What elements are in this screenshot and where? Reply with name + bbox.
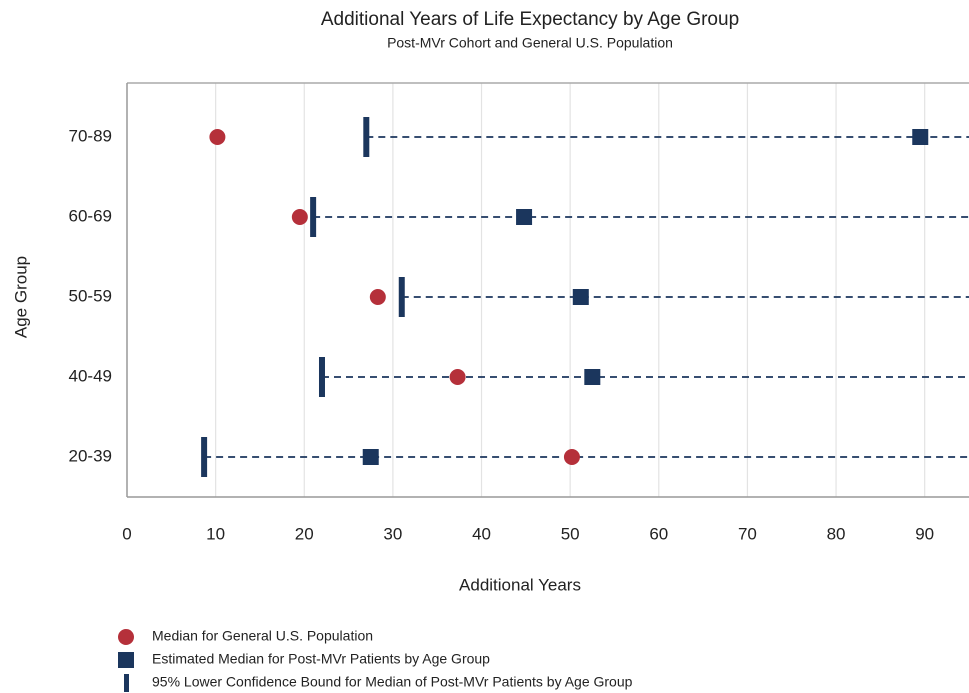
y-tick-label: 70-89 [69,126,112,145]
marker-circle [291,209,308,225]
marker-bar [201,437,208,477]
marker-square [362,449,379,465]
x-tick-label: 80 [827,524,846,543]
x-tick-label: 30 [383,524,402,543]
legend-marker [118,652,134,668]
x-tick-label: 90 [915,524,934,543]
legend-label: Estimated Median for Post-MVr Patients b… [152,651,490,667]
marker-circle [369,289,386,305]
marker-bar [310,197,317,237]
y-tick-label: 40-49 [69,366,112,385]
marker-square [912,129,929,145]
x-tick-label: 0 [122,524,131,543]
marker-bar [398,277,405,317]
y-tick-label: 50-59 [69,286,112,305]
legend-label: Median for General U.S. Population [152,628,373,644]
x-tick-label: 40 [472,524,491,543]
y-axis-label: Age Group [11,256,30,338]
y-tick-label: 20-39 [69,446,112,465]
marker-square [584,369,601,385]
chart-title: Additional Years of Life Expectancy by A… [321,9,739,30]
y-tick-label: 60-69 [69,206,112,225]
legend-marker [124,674,129,692]
chart-subtitle: Post-MVr Cohort and General U.S. Populat… [387,35,673,51]
x-tick-label: 70 [738,524,757,543]
x-tick-label: 10 [206,524,225,543]
marker-bar [363,117,370,157]
marker-bar [318,357,325,397]
legend-label: 95% Lower Confidence Bound for Median of… [152,674,633,690]
marker-square [572,289,589,305]
legend-marker [118,629,134,645]
marker-circle [449,369,466,385]
marker-circle [563,449,580,465]
x-axis-label: Additional Years [459,575,581,594]
marker-square [516,209,533,225]
x-tick-label: 20 [295,524,314,543]
x-tick-label: 60 [649,524,668,543]
marker-circle [209,129,226,145]
x-tick-label: 50 [561,524,580,543]
